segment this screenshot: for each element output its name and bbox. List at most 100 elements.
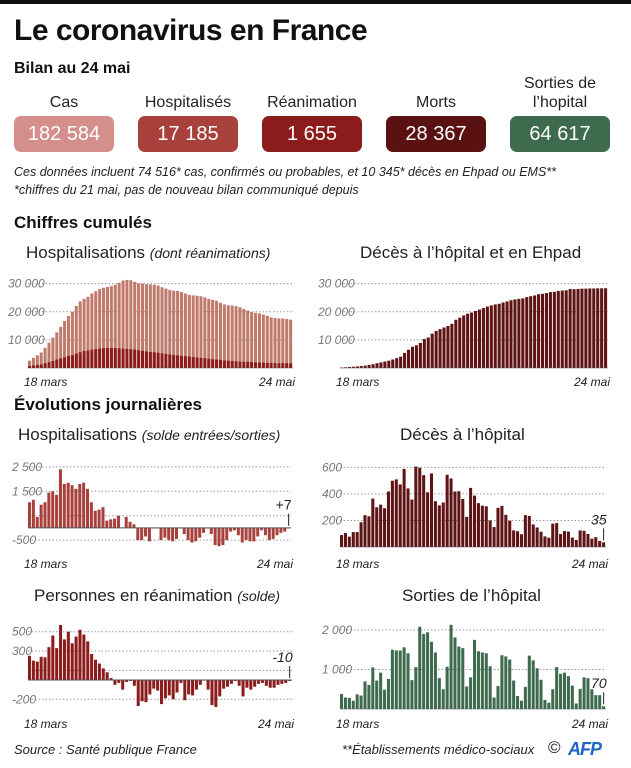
bar-secondary — [257, 362, 261, 368]
bar-primary — [454, 319, 458, 368]
bar-primary — [604, 288, 608, 368]
bar-primary — [383, 689, 387, 709]
bar-primary — [484, 653, 488, 709]
bar-primary — [82, 298, 86, 368]
bar-primary — [109, 286, 113, 368]
bar-primary — [116, 515, 120, 528]
bar-primary — [281, 318, 285, 368]
note-line-1: Ces données incluent 74 516* cas, confir… — [14, 165, 557, 179]
y-tick-label: 20 000 — [7, 305, 45, 319]
y-tick-label: 400 — [322, 487, 342, 501]
bar-primary — [493, 304, 497, 368]
bar-primary — [394, 479, 398, 547]
y-tick-label: 2 500 — [11, 460, 42, 474]
bar-primary — [533, 295, 537, 368]
bar-primary — [355, 532, 359, 547]
bar-primary — [229, 679, 233, 684]
bar-primary — [98, 288, 102, 368]
bar-primary — [602, 706, 606, 709]
bar-primary — [560, 290, 564, 368]
bar-secondary — [215, 359, 219, 368]
bar-primary — [450, 323, 454, 368]
bar-secondary — [47, 362, 51, 368]
x-label-start: 18 mars — [24, 717, 67, 731]
bar-secondary — [234, 361, 238, 368]
bar-primary — [371, 498, 375, 547]
bar-secondary — [51, 360, 55, 368]
bar-secondary — [160, 353, 164, 368]
y-tick-label: 1 000 — [322, 662, 352, 676]
bar-primary — [210, 679, 214, 706]
bar-primary — [556, 290, 560, 368]
bar-secondary — [86, 350, 90, 368]
bar-primary — [190, 527, 194, 543]
bar-primary — [359, 522, 363, 547]
bar-primary — [277, 318, 281, 368]
bar-secondary — [70, 355, 74, 368]
bar-primary — [422, 338, 426, 368]
bar-secondary — [82, 351, 86, 368]
bar-primary — [240, 527, 244, 543]
bar-primary — [390, 649, 394, 709]
bar-secondary — [66, 355, 71, 368]
bar-primary — [241, 679, 245, 697]
bar-primary — [248, 527, 252, 542]
bar-primary — [199, 296, 203, 368]
bar-primary — [527, 515, 531, 547]
bar-primary — [492, 697, 496, 709]
bar-primary — [273, 317, 277, 368]
bar-primary — [438, 329, 442, 368]
bar-primary — [476, 503, 480, 547]
bar-secondary — [179, 355, 184, 368]
bar-primary — [78, 301, 82, 368]
last-value-label: 35 — [591, 511, 607, 527]
bar-primary — [461, 498, 465, 547]
kpi-label: Morts — [416, 94, 456, 111]
bar-primary — [516, 695, 520, 709]
bar-primary — [70, 643, 74, 680]
bar-primary — [51, 635, 55, 680]
bar-primary — [137, 283, 141, 368]
bar-primary — [363, 681, 367, 709]
bar-primary — [226, 305, 230, 368]
bar-primary — [222, 679, 226, 689]
bar-primary — [470, 312, 474, 368]
bar-primary — [256, 527, 260, 537]
bar-primary — [541, 293, 545, 368]
bar-secondary — [144, 351, 148, 368]
bar-primary — [441, 689, 445, 709]
bar-primary — [466, 313, 470, 368]
bar-primary — [525, 297, 529, 368]
chart-deces-daily: 200 400 600 18 mars 24 mai 35 — [321, 460, 608, 571]
bar-primary — [268, 679, 272, 688]
bar-primary — [602, 542, 606, 547]
kpi-label: Réanimation — [267, 94, 357, 111]
bar-primary — [70, 311, 74, 368]
bar-primary — [238, 307, 242, 368]
bar-primary — [51, 491, 55, 528]
bar-secondary — [172, 355, 176, 368]
bar-primary — [586, 678, 590, 709]
bar-primary — [82, 482, 86, 528]
bar-primary — [147, 527, 151, 542]
bar-primary — [86, 641, 90, 680]
bar-primary — [174, 527, 178, 539]
bar-secondary — [238, 361, 242, 368]
x-label-end: 24 mai — [258, 375, 295, 389]
bar-secondary — [78, 352, 82, 368]
bar-primary — [113, 284, 117, 368]
bar-primary — [521, 298, 525, 368]
bar-secondary — [148, 351, 152, 368]
x-label-end: 24 mai — [256, 557, 293, 571]
bar-primary — [86, 488, 90, 528]
bar-primary — [263, 527, 267, 536]
bar-primary — [152, 284, 156, 368]
bar-primary — [453, 637, 457, 709]
x-label-end: 24 mai — [573, 375, 610, 389]
bar-primary — [509, 300, 513, 368]
bar-primary — [163, 679, 167, 699]
bar-primary — [429, 641, 434, 709]
bar-primary — [469, 677, 473, 709]
y-tick-label: 30 000 — [318, 277, 355, 291]
bar-primary — [367, 516, 371, 547]
